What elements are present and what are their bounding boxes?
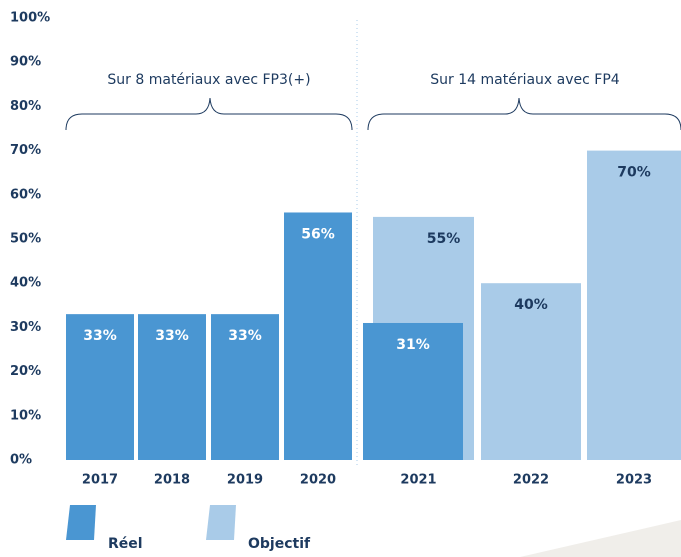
- x-tick-label: 2022: [513, 473, 549, 488]
- bar: [284, 212, 352, 460]
- value-label: 55%: [427, 231, 461, 247]
- annotation: Sur 8 matériaux avec FP3(+): [107, 72, 310, 88]
- x-tick-label: 2023: [616, 473, 652, 488]
- y-tick-label: 50%: [10, 232, 41, 247]
- y-tick-label: 40%: [10, 276, 41, 291]
- y-tick-label: 70%: [10, 143, 41, 158]
- bar: [363, 322, 463, 460]
- x-tick-label: 2021: [400, 473, 436, 488]
- value-label: 33%: [228, 328, 262, 344]
- x-tick-label: 2018: [154, 473, 190, 488]
- y-tick-label: 30%: [10, 320, 41, 335]
- annotation: Sur 14 matériaux avec FP4: [430, 72, 620, 88]
- legend-swatch: [206, 505, 236, 540]
- bar: [66, 314, 134, 460]
- y-tick-label: 0%: [10, 453, 32, 468]
- bar: [587, 150, 681, 460]
- bar: [138, 314, 206, 460]
- value-label: 33%: [155, 328, 189, 344]
- y-tick-label: 90%: [10, 55, 41, 70]
- brace: [65, 97, 353, 131]
- y-tick-label: 10%: [10, 408, 41, 423]
- x-tick-label: 2020: [300, 473, 336, 488]
- value-label: 40%: [514, 297, 548, 313]
- value-label: 56%: [301, 226, 335, 242]
- legend-label: Réel: [108, 536, 143, 552]
- value-label: 33%: [83, 328, 117, 344]
- legend-label: Objectif: [248, 536, 311, 552]
- decoration: [520, 520, 681, 557]
- y-tick-label: 60%: [10, 187, 41, 202]
- x-tick-label: 2019: [227, 473, 263, 488]
- value-label: 31%: [396, 337, 430, 353]
- bar: [211, 314, 279, 460]
- y-tick-label: 100%: [10, 11, 50, 26]
- y-tick-label: 80%: [10, 99, 41, 114]
- value-label: 70%: [617, 165, 651, 181]
- brace: [367, 97, 681, 131]
- x-tick-label: 2017: [82, 473, 118, 488]
- legend-swatch: [66, 505, 96, 540]
- bar: [481, 283, 581, 460]
- y-tick-label: 20%: [10, 364, 41, 379]
